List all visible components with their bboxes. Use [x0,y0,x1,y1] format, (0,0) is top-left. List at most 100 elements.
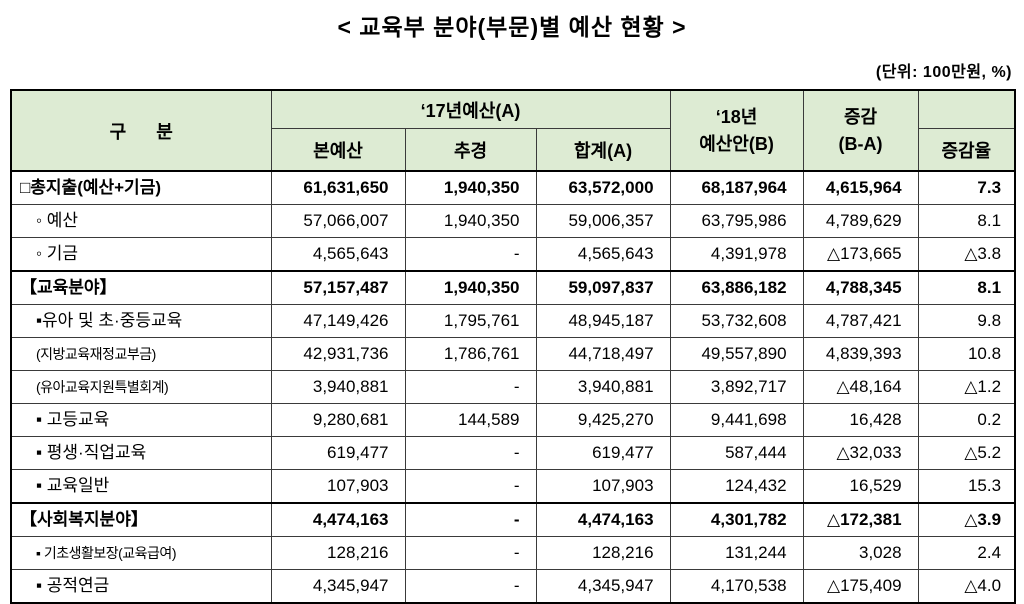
table-row: 【교육분야】 57,157,487 1,940,350 59,097,837 63,88… [10,270,1016,305]
header-2017-budget: ‘17년예산(A) [270,89,671,129]
value-cell: - [404,237,537,272]
value-cell: 16,529 [802,469,919,504]
value-cell: 4,170,538 [669,569,804,604]
value-cell: 107,903 [270,469,406,504]
value-cell: 619,477 [535,436,671,470]
value-cell: 8.1 [917,204,1016,238]
row-label: ▪ 기초생활보장(교육급여) [10,536,272,570]
header-change-rate: 증감율 [917,128,1016,172]
budget-table: 구 분 ‘17년예산(A) ‘18년 예산안(B) 증감 (B-A) 본예산 추… [10,89,1017,604]
value-cell: 4,789,629 [802,204,919,238]
value-cell: 57,066,007 [270,204,406,238]
value-cell: △173,665 [802,237,919,272]
header-total-a: 합계(A) [535,128,671,172]
value-cell: 9,280,681 [270,403,406,437]
value-cell: 15.3 [917,469,1016,504]
value-cell: 59,006,357 [535,204,671,238]
value-cell: - [404,502,537,537]
header-change-rate-spacer [917,89,1016,129]
row-label: (지방교육재정교부금) [10,337,272,371]
value-cell: 4,565,643 [535,237,671,272]
value-cell: △3.8 [917,237,1016,272]
header-change: 증감 (B-A) [802,89,919,172]
table-row: ▪ 기초생활보장(교육급여) 128,216-128,216 131,244 3,02… [10,536,1016,570]
table-row: ◦ 기금 4,565,643-4,565,643 4,391,978 △173,665… [10,237,1016,272]
value-cell: 3,940,881 [535,370,671,404]
value-cell: 0.2 [917,403,1016,437]
value-cell: 2.4 [917,536,1016,570]
value-cell: 107,903 [535,469,671,504]
row-label: ◦ 기금 [10,237,272,272]
value-cell: - [404,436,537,470]
value-cell: 3,028 [802,536,919,570]
value-cell: 587,444 [669,436,804,470]
table-body: □총지출(예산+기금) 61,631,650 1,940,350 63,572,000… [10,170,1016,604]
value-cell: 4,474,163 [535,502,671,537]
value-cell: 61,631,650 [270,170,406,205]
value-cell: △172,381 [802,502,919,537]
row-label: 【교육분야】 [10,270,272,305]
row-label: ▪ 교육일반 [10,469,272,504]
value-cell: 128,216 [535,536,671,570]
value-cell: 4,474,163 [270,502,406,537]
value-cell: 9,441,698 [669,403,804,437]
header-main-budget: 본예산 [270,128,406,172]
value-cell: 44,718,497 [535,337,671,371]
value-cell: 16,428 [802,403,919,437]
value-cell: 1,786,761 [404,337,537,371]
value-cell: 63,886,182 [669,270,804,305]
table-row: ▪ 교육일반 107,903-107,903 124,432 16,529 15.3 [10,469,1016,504]
header-2018-budget: ‘18년 예산안(B) [669,89,804,172]
value-cell: 619,477 [270,436,406,470]
row-label: ▪ 고등교육 [10,403,272,437]
value-cell: 53,732,608 [669,304,804,338]
value-cell: 68,187,964 [669,170,804,205]
value-cell: 4,301,782 [669,502,804,537]
value-cell: 1,940,350 [404,204,537,238]
table-row: ◦ 예산 57,066,007 1,940,350 59,006,357 63,795,… [10,204,1016,238]
page-title: < 교육부 분야(부문)별 예산 현황 > [337,14,687,40]
row-label: (유아교육지원특별회계) [10,370,272,404]
value-cell: 144,589 [404,403,537,437]
value-cell: 131,244 [669,536,804,570]
value-cell: 4,345,947 [535,569,671,604]
value-cell: 1,940,350 [404,170,537,205]
table-row: ▪ 공적연금 4,345,947-4,345,947 4,170,538 △175,4… [10,569,1016,604]
value-cell: 4,839,393 [802,337,919,371]
value-cell: 8.1 [917,270,1016,305]
value-cell: 4,788,345 [802,270,919,305]
header-row-1: 구 분 ‘17년예산(A) ‘18년 예산안(B) 증감 (B-A) [10,89,1016,172]
value-cell: △175,409 [802,569,919,604]
value-cell: 10.8 [917,337,1016,371]
value-cell: △4.0 [917,569,1016,604]
value-cell: △5.2 [917,436,1016,470]
value-cell: - [404,536,537,570]
header-row-2: 본예산 추경 합계(A) 증감율 [11,128,1016,172]
row-label: □총지출(예산+기금) [10,170,272,205]
row-label: ◦ 예산 [10,204,272,238]
value-cell: 124,432 [669,469,804,504]
value-cell: 3,892,717 [669,370,804,404]
table-row: ▪유아 및 초·중등교육 47,149,426 1,795,761 48,945,18… [10,304,1016,338]
row-label: ▪ 평생·직업교육 [10,436,272,470]
value-cell: 63,572,000 [535,170,671,205]
value-cell: 57,157,487 [270,270,406,305]
value-cell: 4,787,421 [802,304,919,338]
row-label: 【사회복지분야】 [10,502,272,537]
value-cell: 7.3 [917,170,1016,205]
value-cell: - [404,469,537,504]
value-cell: 42,931,736 [270,337,406,371]
value-cell: 63,795,986 [669,204,804,238]
table-row: (지방교육재정교부금) 42,931,736 1,786,761 44,718,497… [10,337,1016,371]
row-label: ▪유아 및 초·중등교육 [10,304,272,338]
value-cell: 59,097,837 [535,270,671,305]
value-cell: 4,391,978 [669,237,804,272]
table-row: □총지출(예산+기금) 61,631,650 1,940,350 63,572,000… [10,170,1016,205]
value-cell: 1,940,350 [404,270,537,305]
table-row: ▪ 고등교육 9,280,681 144,589 9,425,270 9,441,698… [10,403,1016,437]
header-category: 구 분 [10,89,272,172]
table-row: (유아교육지원특별회계) 3,940,881-3,940,881 3,892,717… [10,370,1016,404]
value-cell: 4,565,643 [270,237,406,272]
value-cell: 4,615,964 [802,170,919,205]
